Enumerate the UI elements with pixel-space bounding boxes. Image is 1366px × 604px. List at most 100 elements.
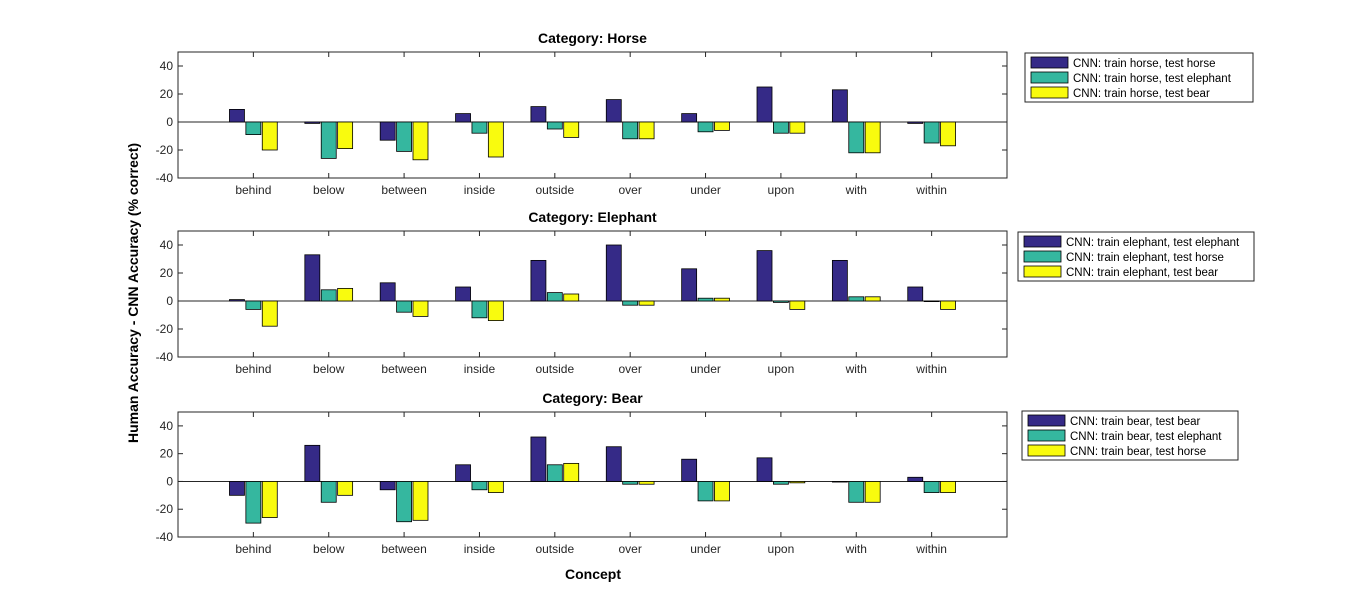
x-tick-label: under (690, 183, 721, 197)
x-tick-label: with (845, 183, 867, 197)
legend-entry-series2: CNN: train horse, test elephant (1073, 73, 1232, 85)
bar-behind-series1 (229, 109, 245, 123)
legend-entry-series1: CNN: train horse, test horse (1073, 58, 1216, 70)
y-tick-label: 20 (160, 266, 174, 280)
legend-entry-series3: CNN: train horse, test bear (1073, 88, 1210, 100)
legend-box (1024, 52, 1254, 103)
bar-within-series2 (923, 121, 940, 144)
chart-title: Category: Horse (538, 30, 647, 46)
bar-within-series3 (940, 300, 956, 310)
bar-upon-series1 (756, 457, 773, 482)
x-tick-label: over (619, 183, 642, 197)
y-tick-label: -20 (156, 502, 174, 516)
bar-under-series1 (681, 458, 698, 482)
bar-within-series1 (907, 286, 924, 302)
chart-title: Category: Elephant (528, 209, 657, 225)
legend-swatch-series2 (1030, 71, 1069, 84)
legend-swatch-series3 (1023, 265, 1062, 278)
bar-between-series3 (412, 121, 429, 161)
bar-over-series2 (622, 481, 639, 485)
y-tick-label: -40 (156, 171, 174, 185)
subplot-2: Category: Bear -40 -20 0 20 40 behind below betw… (156, 390, 1239, 556)
bar-below-series1 (304, 444, 321, 482)
bar-upon-series3 (789, 300, 806, 310)
bar-between-series3 (412, 481, 429, 521)
bar-under-series1 (681, 268, 698, 302)
bar-upon-series2 (773, 121, 789, 134)
bar-with-series1 (831, 89, 848, 123)
bar-upon-series1 (756, 86, 773, 123)
legend-entry-series3: CNN: train elephant, test bear (1066, 267, 1218, 279)
bar-outside-series3 (563, 462, 580, 482)
bar-within-series2 (923, 300, 940, 303)
bar-with-series1 (831, 481, 848, 483)
bar-behind-series3 (261, 481, 278, 518)
bar-within-series1 (907, 476, 924, 482)
bar-over-series2 (622, 121, 639, 140)
legend-box (1017, 231, 1255, 282)
bar-over-series3 (638, 481, 655, 485)
x-tick-label: between (381, 542, 426, 556)
bar-behind-series3 (261, 300, 278, 327)
y-tick-label: 20 (160, 447, 174, 461)
bar-under-series3 (714, 481, 730, 502)
x-tick-label: over (619, 362, 642, 376)
x-tick-label: upon (768, 362, 795, 376)
legend: CNN: train horse, test horse CNN: train h… (1024, 52, 1254, 103)
legend-entry-series2: CNN: train bear, test elephant (1070, 431, 1222, 443)
bar-behind-series2 (245, 121, 262, 135)
bar-behind-series3 (261, 121, 278, 151)
y-axis-label: Human Accuracy - CNN Accuracy (% correct… (125, 143, 141, 443)
x-tick-label: within (915, 362, 947, 376)
y-tick-label: 40 (160, 238, 174, 252)
y-tick-label: -40 (156, 530, 174, 544)
x-tick-label: behind (235, 183, 271, 197)
x-tick-label: between (381, 362, 426, 376)
bar-below-series3 (337, 121, 354, 150)
bar-inside-series3 (487, 121, 504, 158)
legend-swatch-series2 (1023, 250, 1062, 263)
bar-between-series2 (396, 481, 412, 523)
x-axis-label: Concept (565, 566, 621, 582)
bar-over-series1 (605, 446, 622, 482)
bar-upon-series3 (789, 121, 806, 134)
x-tick-label: within (915, 183, 947, 197)
bar-with-series2 (848, 121, 865, 154)
bar-with-series3 (864, 296, 881, 302)
subplot-1: Category: Elephant -40 -20 0 20 40 behind below… (156, 209, 1255, 376)
x-tick-label: below (313, 183, 345, 197)
legend-entry-series2: CNN: train elephant, test horse (1066, 252, 1224, 264)
legend-swatch-series1 (1023, 235, 1062, 248)
bar-inside-series1 (455, 464, 471, 482)
legend-swatch-series3 (1030, 86, 1069, 99)
x-tick-label: outside (535, 362, 574, 376)
bar-between-series2 (396, 300, 412, 313)
bar-between-series1 (379, 121, 396, 141)
bar-outside-series3 (563, 293, 580, 302)
bar-within-series3 (940, 481, 956, 493)
legend-swatch-series1 (1027, 414, 1066, 427)
subplot-0: Category: Horse -40 -20 0 20 40 behind below bet… (156, 30, 1254, 197)
legend-entry-series1: CNN: train elephant, test elephant (1066, 237, 1240, 249)
bar-behind-series1 (229, 481, 245, 496)
legend-entry-series3: CNN: train bear, test horse (1070, 446, 1206, 458)
bar-behind-series1 (229, 299, 245, 302)
plot-area (177, 411, 1008, 538)
bar-outside-series1 (530, 106, 547, 123)
bar-behind-series2 (245, 481, 262, 524)
y-tick-label: 0 (166, 115, 173, 129)
x-tick-label: outside (535, 183, 574, 197)
bar-inside-series2 (471, 481, 488, 491)
x-tick-label: between (381, 183, 426, 197)
bar-below-series3 (337, 287, 354, 302)
bar-outside-series2 (546, 121, 563, 130)
x-tick-label: below (313, 362, 345, 376)
bar-with-series2 (848, 481, 865, 503)
bar-with-series1 (831, 259, 848, 302)
bar-inside-series1 (455, 286, 471, 302)
y-tick-label: -40 (156, 350, 174, 364)
bar-under-series3 (714, 297, 730, 302)
x-tick-label: with (845, 542, 867, 556)
bar-upon-series1 (756, 250, 773, 302)
legend-swatch-series3 (1027, 444, 1066, 457)
